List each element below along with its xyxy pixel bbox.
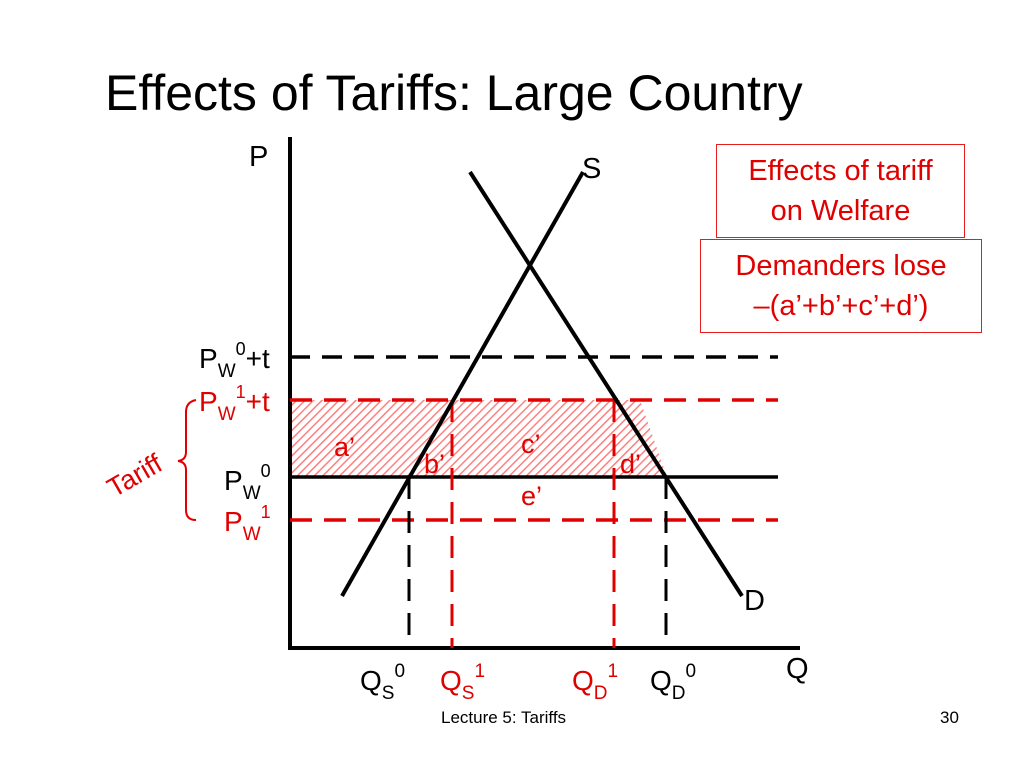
welfare-box-line2: on Welfare: [770, 195, 911, 227]
pw0-plus-t-label: PW0+t: [199, 339, 270, 382]
demand-curve: [468, 170, 744, 598]
x-axis-label: Q: [786, 653, 809, 685]
tariff-brace: [177, 399, 197, 521]
page-number: 30: [940, 708, 959, 727]
supply-curve: [340, 171, 585, 597]
slide-title: Effects of Tariffs: Large Country: [105, 65, 803, 121]
qd1-label: QD1: [572, 661, 618, 704]
tariff-label: Tariff: [102, 448, 168, 503]
supply-label: S: [582, 153, 601, 185]
qd0-label: QD0: [650, 661, 696, 704]
demanders-lose-box: Demanders lose –(a’+b’+c’+d’): [700, 239, 982, 333]
demanders-box-line1: Demanders lose: [735, 250, 947, 282]
demanders-box-line2: –(a’+b’+c’+d’): [753, 290, 929, 322]
qs0-label: QS0: [360, 661, 405, 704]
area-d-label: d’: [620, 449, 641, 479]
area-a-label: a’: [334, 432, 355, 462]
hatched-area: [291, 400, 667, 477]
area-e-label: e’: [521, 481, 542, 511]
area-b-label: b’: [424, 449, 445, 479]
demand-label: D: [744, 585, 765, 617]
pw1-label: PW1: [224, 502, 271, 545]
pw0-label: PW0: [224, 461, 271, 504]
welfare-effects-box: Effects of tariff on Welfare: [716, 144, 965, 238]
qs1-label: QS1: [440, 661, 485, 704]
y-axis-label: P: [249, 141, 268, 173]
welfare-box-line1: Effects of tariff: [748, 155, 933, 187]
area-c-label: c’: [521, 429, 541, 459]
pw1-plus-t-label: PW1+t: [199, 382, 270, 425]
footer-label: Lecture 5: Tariffs: [441, 708, 567, 727]
